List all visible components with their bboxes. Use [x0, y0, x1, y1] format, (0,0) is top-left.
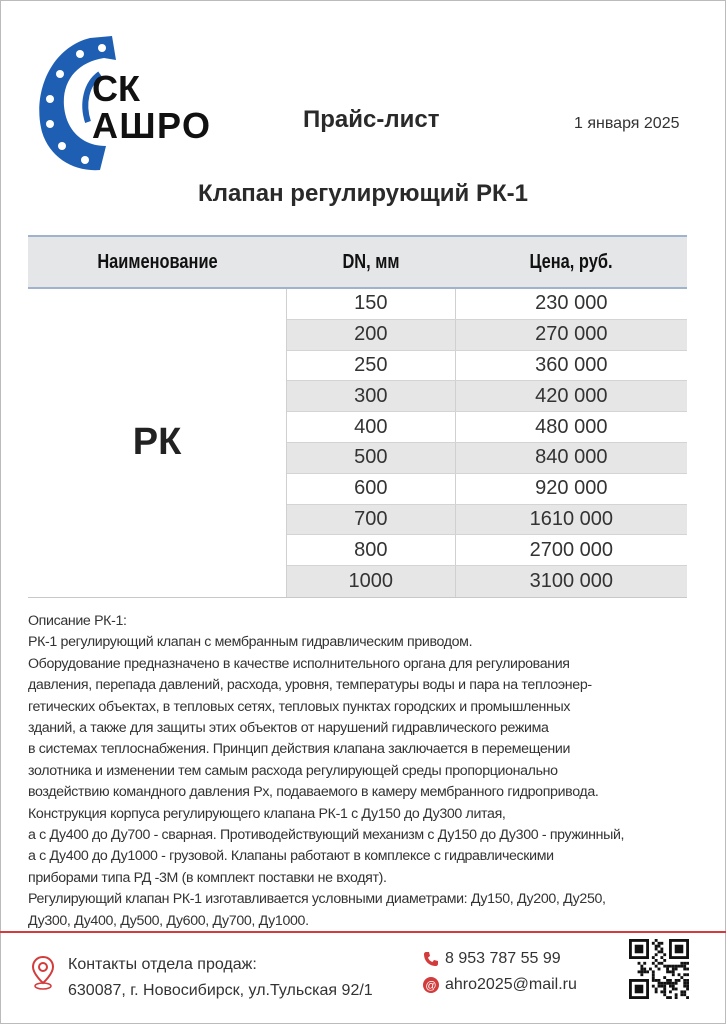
dn-cell: 250 — [287, 350, 456, 381]
company-logo: СК АШРО — [39, 36, 210, 171]
description-line: приборами типа РД -3М (в комплект постав… — [28, 869, 387, 886]
price-cell: 270 000 — [535, 323, 608, 346]
description-line: а с Ду400 до Ду700 - сварная. Противодей… — [28, 827, 625, 844]
price-cell: 2700 000 — [529, 538, 613, 561]
phone-icon — [424, 952, 438, 966]
price-table: Наименование DN, мм Цена, руб. РК 150 230… — [28, 235, 687, 598]
price-cell: 1610 000 — [529, 507, 613, 530]
table-row: 400 480 000 — [287, 412, 687, 443]
description-line: Регулирующий клапан РК-1 изготавливается… — [28, 891, 606, 908]
product-title: Клапан регулирующий РК-1 — [198, 180, 528, 207]
table-row: 600 920 000 — [287, 473, 687, 505]
table-row: 800 2700 000 — [287, 535, 687, 567]
description-line: Ду300, Ду400, Ду500, Ду600, Ду700, Ду100… — [28, 912, 309, 929]
dn-cell: 200 — [287, 319, 456, 350]
description-line: РК-1 регулирующий клапан с мембранным ги… — [28, 634, 473, 651]
logo-text-2: АШРО — [92, 105, 210, 146]
description-line: Конструкция корпуса регулирующего клапан… — [28, 805, 506, 822]
column-header-name: Наименование — [97, 250, 218, 273]
dn-cell: 1000 — [287, 566, 456, 597]
description: Описание РК-1: РК-1 регулирующий клапан с… — [28, 611, 625, 932]
description-line: воздействию командного давления Рх, пода… — [28, 784, 599, 801]
table-row: 150 230 000 — [287, 289, 687, 320]
date: 1 января 2025 — [574, 115, 680, 132]
address: 630087, г. Новосибирск, ул.Тульская 92/1 — [68, 982, 373, 999]
description-line: гетических объектах, в тепловых сетях, т… — [28, 698, 571, 715]
description-line: зданий, а также для защиты этих объектов… — [28, 720, 549, 737]
dn-cell: 600 — [287, 473, 456, 504]
dn-cell: 300 — [287, 381, 456, 412]
contacts-label: Контакты отдела продаж: — [68, 956, 257, 973]
column-header-price: Цена, руб. — [529, 250, 613, 273]
description-line: Описание РК-1: — [28, 613, 127, 629]
price-cell: 920 000 — [535, 477, 608, 500]
description-line: в системах теплоснабжения. Принцип дейст… — [28, 741, 571, 758]
dn-cell: 700 — [287, 504, 456, 535]
dn-cell: 800 — [287, 535, 456, 566]
column-header-dn: DN, мм — [342, 250, 400, 273]
qr-code — [629, 939, 689, 999]
dn-cell: 150 — [287, 289, 456, 319]
dn-cell: 500 — [287, 442, 456, 473]
price-cell: 360 000 — [535, 353, 608, 376]
divider — [0, 931, 726, 933]
price-cell: 420 000 — [535, 384, 608, 407]
table-row: 500 840 000 — [287, 442, 687, 474]
table-row: 300 420 000 — [287, 381, 687, 413]
price-cell: 480 000 — [535, 415, 608, 438]
price-cell: 230 000 — [535, 292, 608, 315]
logo-text-1: СК — [92, 68, 141, 109]
description-line: давления, перепада давлений, расхода, ур… — [28, 677, 592, 694]
table-row: 1000 3100 000 — [287, 566, 687, 597]
price-cell: 3100 000 — [529, 570, 613, 593]
table-row: 250 360 000 — [287, 350, 687, 382]
svg-text:@: @ — [425, 980, 436, 992]
email[interactable]: ahro2025@mail.ru — [445, 976, 577, 993]
table-row: 200 270 000 — [287, 319, 687, 351]
location-pin-icon — [31, 955, 55, 990]
description-line: а с Ду400 до Ду1000 - грузовой. Клапаны … — [28, 848, 554, 865]
description-line: золотника и изменении тем самым расхода … — [28, 762, 558, 779]
page-title: Прайс-лист — [303, 106, 440, 133]
table-row: 700 1610 000 — [287, 504, 687, 536]
price-cell: 840 000 — [535, 446, 608, 469]
at-sign-icon: @ — [423, 977, 439, 993]
product-name-cell: РК — [28, 289, 287, 597]
description-line: Оборудование предназначено в качестве ис… — [28, 655, 570, 672]
table-header: Наименование DN, мм Цена, руб. — [28, 235, 687, 289]
dn-cell: 400 — [287, 412, 456, 442]
phone-number[interactable]: 8 953 787 55 99 — [445, 950, 561, 967]
